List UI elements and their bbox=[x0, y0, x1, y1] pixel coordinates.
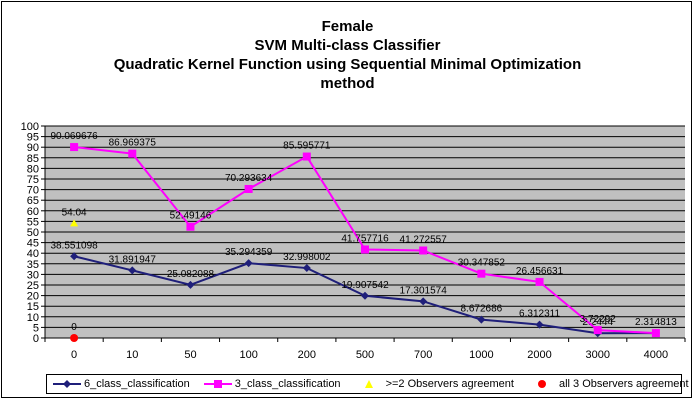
chart-title-line-2: SVM Multi-class Classifier bbox=[254, 37, 441, 54]
legend-label-2-observers: >=2 Observers agreement bbox=[385, 378, 514, 390]
data-point bbox=[419, 246, 428, 255]
legend-label-6-class: 6_class_classification bbox=[84, 378, 190, 390]
data-label: 8.672686 bbox=[461, 304, 503, 315]
y-tick-label: 40 bbox=[27, 248, 39, 260]
y-tick-label: 45 bbox=[27, 238, 39, 250]
data-point bbox=[128, 149, 137, 158]
y-tick-label: 20 bbox=[27, 291, 39, 303]
chart-title: Female SVM Multi-class Classifier Quadra… bbox=[0, 17, 695, 93]
legend-item-3-observers: all 3 Observers agreement bbox=[528, 378, 689, 390]
y-tick-label: 30 bbox=[27, 269, 39, 281]
x-tick-label: 200 bbox=[298, 349, 316, 361]
data-label: 70.293634 bbox=[225, 173, 273, 184]
y-tick-label: 90 bbox=[27, 142, 39, 154]
data-label: 35.294359 bbox=[225, 247, 273, 258]
y-tick-label: 70 bbox=[27, 185, 39, 197]
x-tick-label: 0 bbox=[71, 349, 77, 361]
data-point bbox=[361, 245, 369, 254]
data-point bbox=[419, 297, 428, 306]
data-point bbox=[535, 320, 544, 329]
legend-swatch-2-observers bbox=[364, 380, 373, 388]
data-point bbox=[651, 329, 660, 338]
data-point bbox=[593, 326, 602, 335]
legend-item-3-class: 3_class_classification bbox=[203, 378, 341, 390]
legend-swatch-6-class bbox=[53, 380, 81, 388]
data-label: 2.2444 bbox=[582, 317, 613, 328]
y-tick-label: 65 bbox=[27, 195, 39, 207]
x-tick-label: 500 bbox=[356, 349, 374, 361]
data-label: 2.314813 bbox=[635, 317, 677, 328]
data-point bbox=[477, 315, 486, 324]
data-label: 6.312311 bbox=[519, 309, 560, 320]
x-tick-label: 3000 bbox=[585, 349, 609, 361]
data-label: 31.891947 bbox=[109, 254, 157, 265]
data-label: 17.301574 bbox=[400, 285, 448, 296]
data-label: 52.49146 bbox=[170, 211, 212, 222]
data-label: 41.757716 bbox=[341, 233, 389, 244]
data-label: 41.272557 bbox=[400, 235, 448, 246]
data-label: 90.069676 bbox=[50, 131, 98, 142]
y-tick-label: 80 bbox=[27, 163, 39, 175]
legend-item-6-class: 6_class_classification bbox=[53, 378, 190, 390]
data-label: 54.04 bbox=[62, 207, 87, 218]
y-tick-label: 55 bbox=[27, 216, 39, 228]
legend-item-2-observers: >=2 Observers agreement bbox=[355, 378, 514, 390]
data-point bbox=[70, 219, 79, 227]
data-label: 0 bbox=[71, 322, 77, 333]
x-tick-label: 100 bbox=[239, 349, 257, 361]
data-label: 3.72292 bbox=[580, 314, 617, 325]
x-tick-label: 10 bbox=[126, 349, 138, 361]
y-tick-label: 85 bbox=[27, 153, 39, 165]
data-label: 32.998002 bbox=[283, 252, 331, 263]
y-tick-label: 25 bbox=[27, 280, 39, 292]
data-point bbox=[535, 277, 544, 286]
data-point bbox=[70, 334, 79, 342]
chart-title-line-4: method bbox=[320, 75, 375, 92]
x-tick-label: 700 bbox=[414, 349, 432, 361]
data-point bbox=[70, 143, 79, 152]
legend-label-3-class: 3_class_classification bbox=[234, 378, 341, 390]
x-tick-label: 50 bbox=[184, 349, 196, 361]
y-tick-label: 5 bbox=[33, 322, 39, 334]
legend-label-3-observers: all 3 Observers agreement bbox=[558, 378, 689, 390]
legend-swatch-3-class bbox=[203, 380, 232, 388]
y-tick-label: 60 bbox=[27, 206, 39, 218]
data-point bbox=[302, 264, 311, 273]
legend-swatch-3-observers bbox=[537, 380, 546, 388]
data-label: 85.595771 bbox=[283, 141, 331, 152]
chart-legend: 6_class_classification 3_class_classific… bbox=[46, 374, 689, 394]
data-point bbox=[302, 152, 311, 161]
chart-title-line-1: Female bbox=[321, 18, 374, 35]
x-tick-label: 1000 bbox=[469, 349, 493, 361]
y-tick-label: 15 bbox=[27, 301, 39, 313]
y-tick-label: 35 bbox=[27, 259, 39, 271]
data-label: 19.907542 bbox=[341, 280, 389, 291]
y-tick-label: 0 bbox=[33, 333, 39, 345]
data-point bbox=[477, 269, 486, 278]
data-point bbox=[186, 222, 195, 231]
y-tick-label: 10 bbox=[27, 312, 39, 324]
y-tick-label: 100 bbox=[21, 121, 39, 133]
data-label: 38.551098 bbox=[50, 240, 98, 251]
data-point bbox=[186, 280, 195, 289]
data-point bbox=[244, 184, 253, 193]
y-tick-label: 75 bbox=[27, 174, 39, 186]
y-tick-label: 95 bbox=[27, 132, 39, 144]
data-label: 86.969375 bbox=[109, 138, 157, 149]
data-label: 25.082088 bbox=[167, 269, 215, 280]
chart-title-line-3: Quadratic Kernel Function using Sequenti… bbox=[113, 56, 582, 73]
data-point bbox=[70, 252, 79, 261]
data-label: 30.347852 bbox=[458, 258, 506, 269]
data-point bbox=[128, 266, 137, 275]
x-tick-label: 4000 bbox=[644, 349, 668, 361]
y-tick-label: 50 bbox=[27, 227, 39, 239]
data-label: 26.456631 bbox=[516, 266, 564, 277]
data-point bbox=[244, 259, 253, 268]
x-tick-label: 2000 bbox=[527, 349, 551, 361]
data-point bbox=[361, 291, 369, 300]
